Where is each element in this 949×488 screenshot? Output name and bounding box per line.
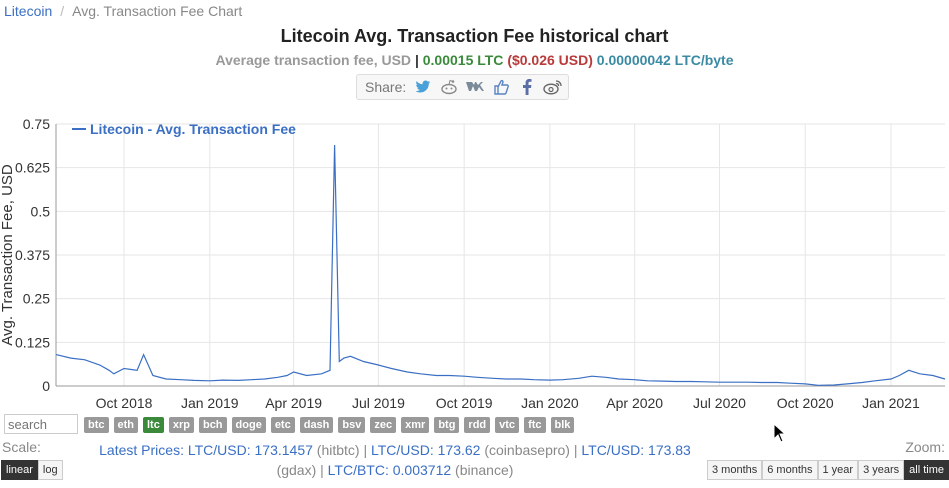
zoom-label: Zoom:: [905, 439, 945, 455]
coin-button-bch[interactable]: bch: [198, 417, 227, 433]
coin-button-blk[interactable]: blk: [550, 417, 575, 433]
price-source-gdax: (gdax): [276, 462, 317, 478]
x-tick-label: Jan 2020: [521, 395, 579, 411]
breadcrumb: Litecoin / Avg. Transaction Fee Chart: [0, 0, 242, 22]
price-link-hitbtc[interactable]: LTC/USD: 173.1457: [187, 442, 313, 458]
x-tick-label: Jul 2020: [693, 395, 746, 411]
page-title: Litecoin Avg. Transaction Fee historical…: [280, 26, 669, 46]
series-line: [55, 144, 946, 386]
y-tick-label: 0.625: [15, 160, 50, 176]
scale-log-button[interactable]: log: [37, 460, 63, 480]
coin-button-ltc[interactable]: ltc: [143, 417, 164, 433]
y-axis-label: Avg. Transaction Fee, USD: [0, 164, 16, 346]
coin-list: btc eth ltc xrp bch doge etc dash bsv zec xmr btg rd…: [84, 415, 579, 433]
chart-area: 0 0.125 0.25 0.375 0.5 0.625 0.75 Oct 2018 Jan 2…: [0, 110, 949, 415]
coin-button-doge[interactable]: doge: [231, 417, 266, 433]
y-tick-label: 0.375: [15, 247, 50, 263]
search-input[interactable]: [4, 414, 78, 434]
latest-prices-label: Latest Prices:: [99, 442, 184, 458]
coin-button-eth[interactable]: eth: [113, 417, 138, 433]
price-source-hitbtc: (hitbtc): [316, 442, 360, 458]
facebook-icon[interactable]: [516, 76, 538, 98]
y-tick-label: 0: [42, 378, 50, 394]
coin-button-etc[interactable]: etc: [270, 417, 295, 433]
x-tick-label: Oct 2020: [777, 395, 834, 411]
zoom-3-years-button[interactable]: 3 years: [858, 460, 905, 480]
y-tick-label: 0.125: [15, 334, 50, 350]
price-link-gdax[interactable]: LTC/USD: 173.83: [581, 442, 691, 458]
fee-usd: ($0.026 USD): [507, 52, 593, 68]
zoom-3-months-button[interactable]: 3 months: [707, 460, 763, 480]
x-tick-label: Jan 2019: [181, 395, 239, 411]
scale-toggle: linear log: [1, 460, 63, 480]
coin-button-xmr[interactable]: xmr: [401, 417, 430, 433]
fee-summary: Average transaction fee, USD | 0.00015 L…: [0, 52, 949, 68]
coin-button-btc[interactable]: btc: [84, 417, 109, 433]
y-tick-label: 0.5: [31, 203, 51, 219]
zoom-all-time-button[interactable]: all time: [904, 460, 949, 480]
price-source-binance: (binance): [455, 462, 514, 478]
x-tick-label: Jan 2021: [862, 395, 920, 411]
zoom-6-months-button[interactable]: 6 months: [762, 460, 818, 480]
fee-label: Average transaction fee, USD: [215, 52, 412, 68]
coin-button-rdd[interactable]: rdd: [464, 417, 491, 433]
y-tick-label: 0.25: [23, 291, 50, 307]
legend-label: Litecoin - Avg. Transaction Fee: [90, 121, 296, 137]
price-link-binance[interactable]: LTC/BTC: 0.003712: [327, 462, 452, 478]
vk-icon[interactable]: [464, 76, 486, 98]
mouse-cursor-icon: [773, 423, 787, 443]
fee-chart: 0 0.125 0.25 0.375 0.5 0.625 0.75 Oct 2018 Jan 2…: [0, 116, 946, 411]
coin-button-btg[interactable]: btg: [434, 417, 460, 433]
x-tick-label: Oct 2018: [96, 395, 153, 411]
coin-button-vtc[interactable]: vtc: [495, 417, 520, 433]
breadcrumb-separator: /: [60, 3, 65, 19]
x-tick-label: Apr 2019: [265, 395, 322, 411]
scale-label: Scale:: [2, 439, 41, 455]
coin-selector: btcethltcxrpbchdogeetcdashbsvzecxmrbtgrd…: [4, 414, 579, 434]
x-tick-label: Jul 2019: [352, 395, 405, 411]
fee-ltc: 0.00015 LTC: [422, 52, 504, 68]
twitter-icon[interactable]: [412, 76, 434, 98]
y-tick-label: 0.75: [23, 116, 50, 132]
price-link-coinbasepro[interactable]: LTC/USD: 173.62: [371, 442, 481, 458]
x-tick-label: Oct 2019: [436, 395, 493, 411]
breadcrumb-home-link[interactable]: Litecoin: [4, 3, 53, 19]
x-tick-label: Apr 2020: [606, 395, 663, 411]
zoom-toggle: 3 months 6 months 1 year 3 years all tim…: [707, 460, 949, 480]
coin-button-dash[interactable]: dash: [299, 417, 334, 433]
share-label: Share:: [365, 79, 407, 95]
coin-button-ftc[interactable]: ftc: [524, 417, 546, 433]
fee-per-byte: 0.00000042 LTC/byte: [596, 52, 734, 68]
share-bar: Share:: [356, 74, 570, 100]
fee-separator: |: [414, 52, 423, 68]
breadcrumb-current: Avg. Transaction Fee Chart: [72, 3, 243, 19]
latest-prices: Latest Prices: LTC/USD: 173.1457 (hitbtc…: [99, 442, 691, 478]
scale-linear-button[interactable]: linear: [1, 460, 38, 480]
coin-button-xrp[interactable]: xrp: [168, 417, 194, 433]
weibo-icon[interactable]: [542, 76, 564, 98]
like-icon[interactable]: [490, 76, 512, 98]
reddit-icon[interactable]: [438, 76, 460, 98]
coin-button-bsv[interactable]: bsv: [338, 417, 366, 433]
price-source-coinbasepro: (coinbasepro): [484, 442, 570, 458]
coin-button-zec[interactable]: zec: [370, 417, 397, 433]
zoom-1-year-button[interactable]: 1 year: [817, 460, 859, 480]
